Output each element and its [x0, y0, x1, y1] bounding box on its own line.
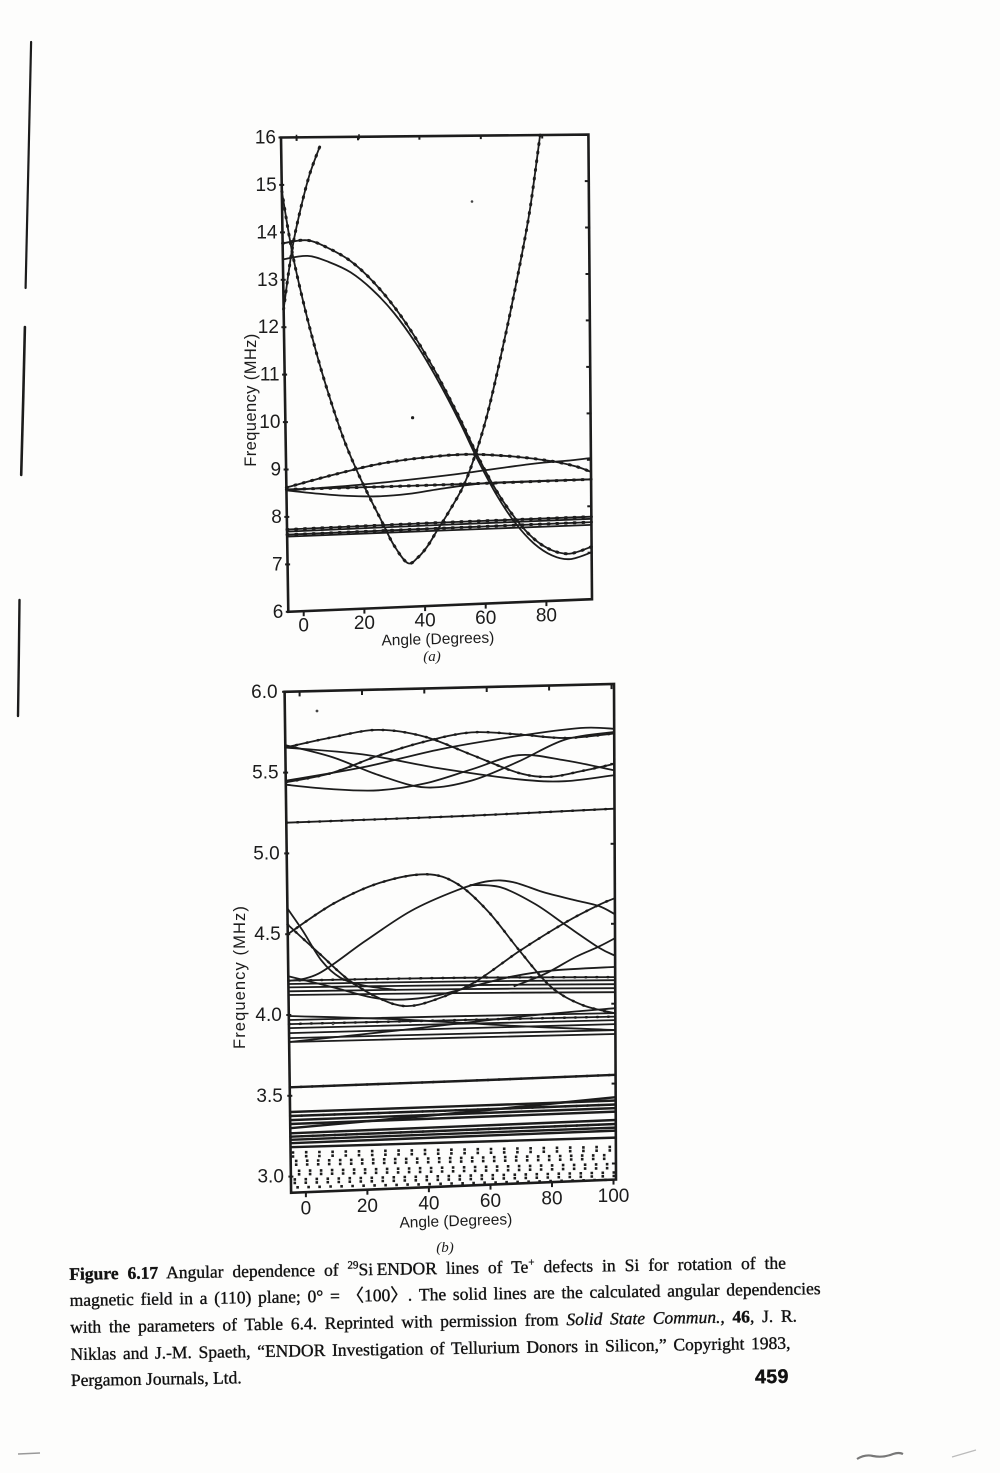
svg-text:(b): (b)	[436, 1240, 454, 1256]
svg-text:5.5: 5.5	[252, 763, 278, 784]
svg-text:5.0: 5.0	[253, 843, 279, 864]
svg-text:7: 7	[272, 554, 283, 575]
svg-text:60: 60	[480, 1191, 501, 1212]
svg-text:6.0: 6.0	[251, 682, 277, 703]
svg-text:10: 10	[259, 412, 280, 433]
svg-text:80: 80	[541, 1189, 562, 1210]
svg-text:20: 20	[354, 613, 375, 634]
svg-text:Frequency (MHz): Frequency (MHz)	[242, 333, 260, 466]
svg-text:(a): (a)	[423, 649, 441, 665]
svg-text:Frequency (MHz): Frequency (MHz)	[231, 905, 249, 1049]
svg-text:0: 0	[301, 1199, 312, 1220]
svg-text:80: 80	[536, 606, 557, 627]
svg-text:13: 13	[257, 270, 278, 291]
svg-text:0: 0	[298, 616, 309, 637]
svg-text:40: 40	[418, 1194, 439, 1215]
svg-text:16: 16	[255, 128, 276, 149]
svg-text:8: 8	[271, 507, 282, 528]
svg-text:14: 14	[256, 222, 278, 243]
svg-text:Angle (Degrees): Angle (Degrees)	[381, 630, 494, 650]
svg-text:60: 60	[475, 608, 496, 629]
svg-text:3.0: 3.0	[257, 1167, 283, 1188]
svg-text:4.0: 4.0	[255, 1005, 281, 1026]
svg-text:11: 11	[260, 365, 280, 386]
svg-text:15: 15	[256, 175, 277, 196]
svg-text:40: 40	[415, 611, 436, 632]
svg-text:100: 100	[598, 1186, 630, 1207]
svg-text:9: 9	[271, 460, 282, 481]
svg-text:6: 6	[273, 602, 284, 623]
svg-text:4.5: 4.5	[254, 924, 280, 945]
svg-text:3.5: 3.5	[256, 1086, 282, 1107]
svg-text:12: 12	[258, 317, 279, 338]
svg-text:20: 20	[357, 1196, 378, 1217]
svg-text:Angle (Degrees): Angle (Degrees)	[399, 1211, 512, 1232]
